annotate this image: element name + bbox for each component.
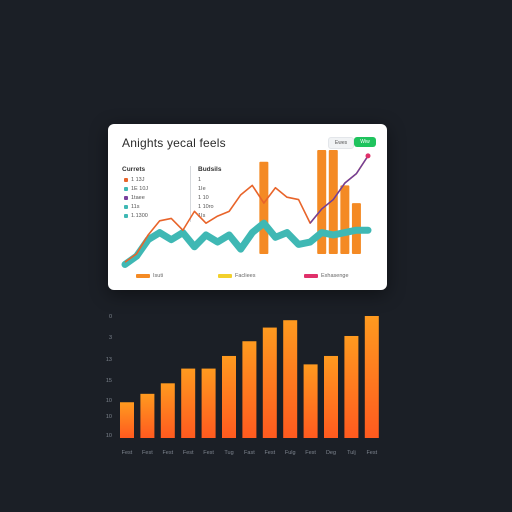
bar xyxy=(262,327,277,438)
y-tick-label: 3 xyxy=(109,335,112,341)
legend-swatch xyxy=(304,274,318,278)
panel-divider xyxy=(190,166,191,222)
bottom-bar-chart: 0 3 13 15 10 10 10 Fest Fest Fest Fest Fest Tug Fast F… xyxy=(106,314,379,456)
green-button[interactable]: Wiw xyxy=(354,137,376,147)
right-stat-row: 1 xyxy=(198,177,201,183)
bar xyxy=(303,364,318,438)
left-stat-row: 1taee xyxy=(124,195,145,201)
stat-label: 11s xyxy=(131,204,140,210)
x-tick-label: Tulj xyxy=(347,450,356,456)
top-chart-bar xyxy=(259,161,269,254)
right-stat-row: 1 10 xyxy=(198,195,209,201)
card-title: Anights yecal feels xyxy=(122,136,226,150)
x-tick-label: Fest xyxy=(366,450,377,456)
right-stat-row: 1 10ro xyxy=(198,204,214,210)
y-tick-label: 10 xyxy=(106,414,112,420)
stat-dot xyxy=(124,187,128,191)
legend-label: Isuti xyxy=(153,273,164,279)
y-tick-label: 10 xyxy=(106,398,112,404)
legend-item: Isuti xyxy=(136,273,163,279)
stat-label: 1Is xyxy=(198,213,206,219)
stat-dot xyxy=(124,196,128,200)
stat-label: 1Ie xyxy=(198,186,206,192)
left-panel-heading: Currets xyxy=(122,166,146,173)
bar xyxy=(201,368,216,438)
x-tick-label: Fest xyxy=(264,450,275,456)
y-tick-label: 13 xyxy=(106,357,112,363)
right-stat-row: 1Is xyxy=(198,213,205,219)
x-tick-label: Tug xyxy=(224,450,233,456)
x-tick-label: Deg xyxy=(326,450,336,456)
bar xyxy=(324,355,338,438)
left-stat-row: 11s xyxy=(124,204,139,210)
right-panel-heading: Budsils xyxy=(198,166,222,173)
stat-dot xyxy=(124,205,128,209)
x-tick-label: Fest xyxy=(305,450,316,456)
x-tick-label: Fest xyxy=(203,450,214,456)
top-chart-bar xyxy=(317,150,327,254)
x-tick-label: Fest xyxy=(162,450,173,456)
top-line-chart xyxy=(121,150,372,268)
y-tick-label: 10 xyxy=(106,433,112,439)
legend-swatch xyxy=(218,274,232,278)
x-tick-label: Fest xyxy=(142,450,153,456)
legend-item: Facliees xyxy=(218,273,255,279)
stat-label: 1 10 xyxy=(198,195,209,201)
bar xyxy=(344,335,359,438)
purple-series-line xyxy=(309,155,369,224)
left-stat-row: 1E 10J xyxy=(124,186,148,192)
x-tick-label: Fest xyxy=(183,450,194,456)
legend-item: Exhasenge xyxy=(304,273,349,279)
y-tick-label: 0 xyxy=(109,314,112,320)
left-stat-row: 1 13J xyxy=(124,177,144,183)
top-chart-bar xyxy=(340,185,350,254)
left-stat-row: 1.1300 xyxy=(124,213,148,219)
ghost-button[interactable]: Ewes xyxy=(328,137,354,149)
bar xyxy=(242,341,257,438)
bar xyxy=(120,402,134,438)
legend-label: Exhasenge xyxy=(321,273,349,279)
teal-series-line xyxy=(121,219,372,268)
stat-label: 1 13J xyxy=(131,177,145,183)
x-tick-label: Fest xyxy=(122,450,133,456)
series-end-marker xyxy=(365,153,371,159)
stat-label: 1.1300 xyxy=(131,213,148,219)
x-tick-label: Fulg xyxy=(285,450,296,456)
bar xyxy=(364,316,379,438)
stat-dot xyxy=(124,178,128,182)
stat-label: 1E 10J xyxy=(131,186,149,192)
bar xyxy=(181,368,196,438)
legend-label: Facliees xyxy=(235,273,256,279)
bar xyxy=(222,355,236,438)
bar xyxy=(283,320,298,438)
legend-swatch xyxy=(136,274,150,278)
right-stat-row: 1Ie xyxy=(198,186,206,192)
bar xyxy=(160,383,175,438)
stat-label: 1taee xyxy=(131,195,145,201)
x-tick-label: Fast xyxy=(244,450,255,456)
stat-label: 1 10ro xyxy=(198,204,214,210)
bar xyxy=(140,393,155,438)
top-chart-bar xyxy=(328,150,338,254)
stat-dot xyxy=(124,214,128,218)
stat-label: 1 xyxy=(198,177,202,183)
y-tick-label: 15 xyxy=(106,378,112,384)
